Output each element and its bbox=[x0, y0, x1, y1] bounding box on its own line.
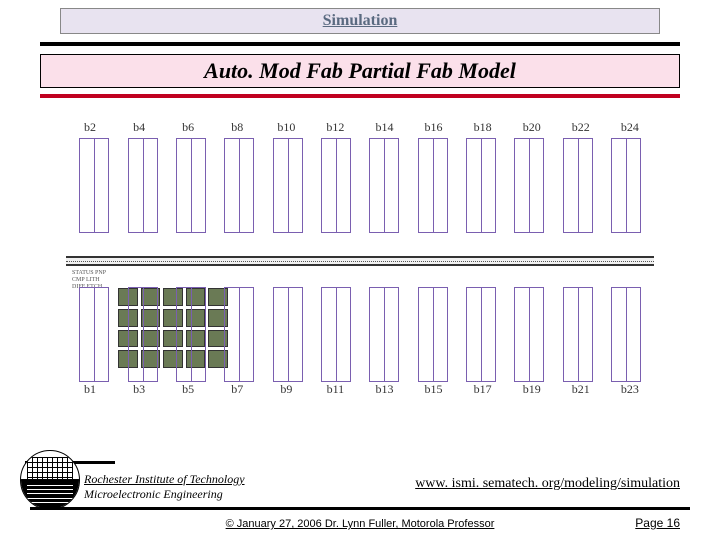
bay-label: b24 bbox=[612, 120, 648, 138]
divider-red bbox=[40, 94, 680, 98]
bay-top bbox=[418, 138, 448, 233]
bay-top bbox=[128, 138, 158, 233]
bay-bot bbox=[514, 287, 544, 382]
bay-label: b4 bbox=[121, 120, 157, 138]
bay-label: b15 bbox=[416, 382, 452, 400]
rit-wafer-logo bbox=[20, 450, 80, 510]
organization: Rochester Institute of Technology Microe… bbox=[84, 472, 245, 502]
footer-divider bbox=[30, 507, 690, 510]
bay-bot bbox=[369, 287, 399, 382]
org-dept: Microelectronic Engineering bbox=[84, 487, 245, 502]
bay-top bbox=[611, 138, 641, 233]
bay-label: b20 bbox=[514, 120, 550, 138]
bay-label: b8 bbox=[219, 120, 255, 138]
bay-label: b2 bbox=[72, 120, 108, 138]
bay-label: b12 bbox=[317, 120, 353, 138]
page-number: Page 16 bbox=[635, 516, 680, 530]
center-rail bbox=[66, 256, 654, 266]
bay-label: b18 bbox=[465, 120, 501, 138]
bay-label: b5 bbox=[170, 382, 206, 400]
bay-label: b19 bbox=[514, 382, 550, 400]
bay-bot bbox=[466, 287, 496, 382]
bay-bot bbox=[321, 287, 351, 382]
bay-top bbox=[369, 138, 399, 233]
bay-label: b17 bbox=[465, 382, 501, 400]
bay-bot bbox=[176, 287, 206, 382]
bottom-bay-labels: b1 b3 b5 b7 b9 b11 b13 b15 b17 b19 b21 b23 bbox=[70, 382, 650, 400]
bay-bot bbox=[79, 287, 109, 382]
bay-top bbox=[514, 138, 544, 233]
bay-top bbox=[273, 138, 303, 233]
bay-bot bbox=[563, 287, 593, 382]
slide-title: Auto. Mod Fab Partial Fab Model bbox=[204, 58, 516, 84]
bay-bot bbox=[273, 287, 303, 382]
fab-diagram: b2 b4 b6 b8 b10 b12 b14 b16 b18 b20 b22 b24 STATUS … bbox=[70, 120, 650, 400]
bay-top bbox=[224, 138, 254, 233]
header-bar: Simulation bbox=[60, 8, 660, 34]
bay-top bbox=[321, 138, 351, 233]
bay-top bbox=[466, 138, 496, 233]
bay-label: b13 bbox=[366, 382, 402, 400]
header-text: Simulation bbox=[323, 12, 398, 30]
bay-label: b7 bbox=[219, 382, 255, 400]
bay-label: b3 bbox=[121, 382, 157, 400]
bay-label: b6 bbox=[170, 120, 206, 138]
bay-top bbox=[563, 138, 593, 233]
bay-label: b9 bbox=[268, 382, 304, 400]
copyright-text: © January 27, 2006 Dr. Lynn Fuller, Moto… bbox=[0, 518, 720, 530]
bay-bot bbox=[418, 287, 448, 382]
divider-top bbox=[40, 42, 680, 46]
reference-link[interactable]: www. ismi. sematech. org/modeling/simula… bbox=[415, 476, 680, 492]
bay-top bbox=[176, 138, 206, 233]
bay-label: b22 bbox=[563, 120, 599, 138]
bay-label: b1 bbox=[72, 382, 108, 400]
bay-label: b23 bbox=[612, 382, 648, 400]
bay-label: b10 bbox=[268, 120, 304, 138]
top-bay-labels: b2 b4 b6 b8 b10 b12 b14 b16 b18 b20 b22 b24 bbox=[70, 120, 650, 138]
bay-label: b16 bbox=[416, 120, 452, 138]
bay-label: b14 bbox=[366, 120, 402, 138]
bay-label: b11 bbox=[317, 382, 353, 400]
bay-bot bbox=[128, 287, 158, 382]
org-name: Rochester Institute of Technology bbox=[84, 472, 245, 487]
bay-bot bbox=[611, 287, 641, 382]
bay-top bbox=[79, 138, 109, 233]
bay-label: b21 bbox=[563, 382, 599, 400]
bay-area: STATUS PNP CMP LITH DIFF ETCH bbox=[70, 138, 650, 382]
title-bar: Auto. Mod Fab Partial Fab Model bbox=[40, 54, 680, 88]
bay-bot bbox=[224, 287, 254, 382]
